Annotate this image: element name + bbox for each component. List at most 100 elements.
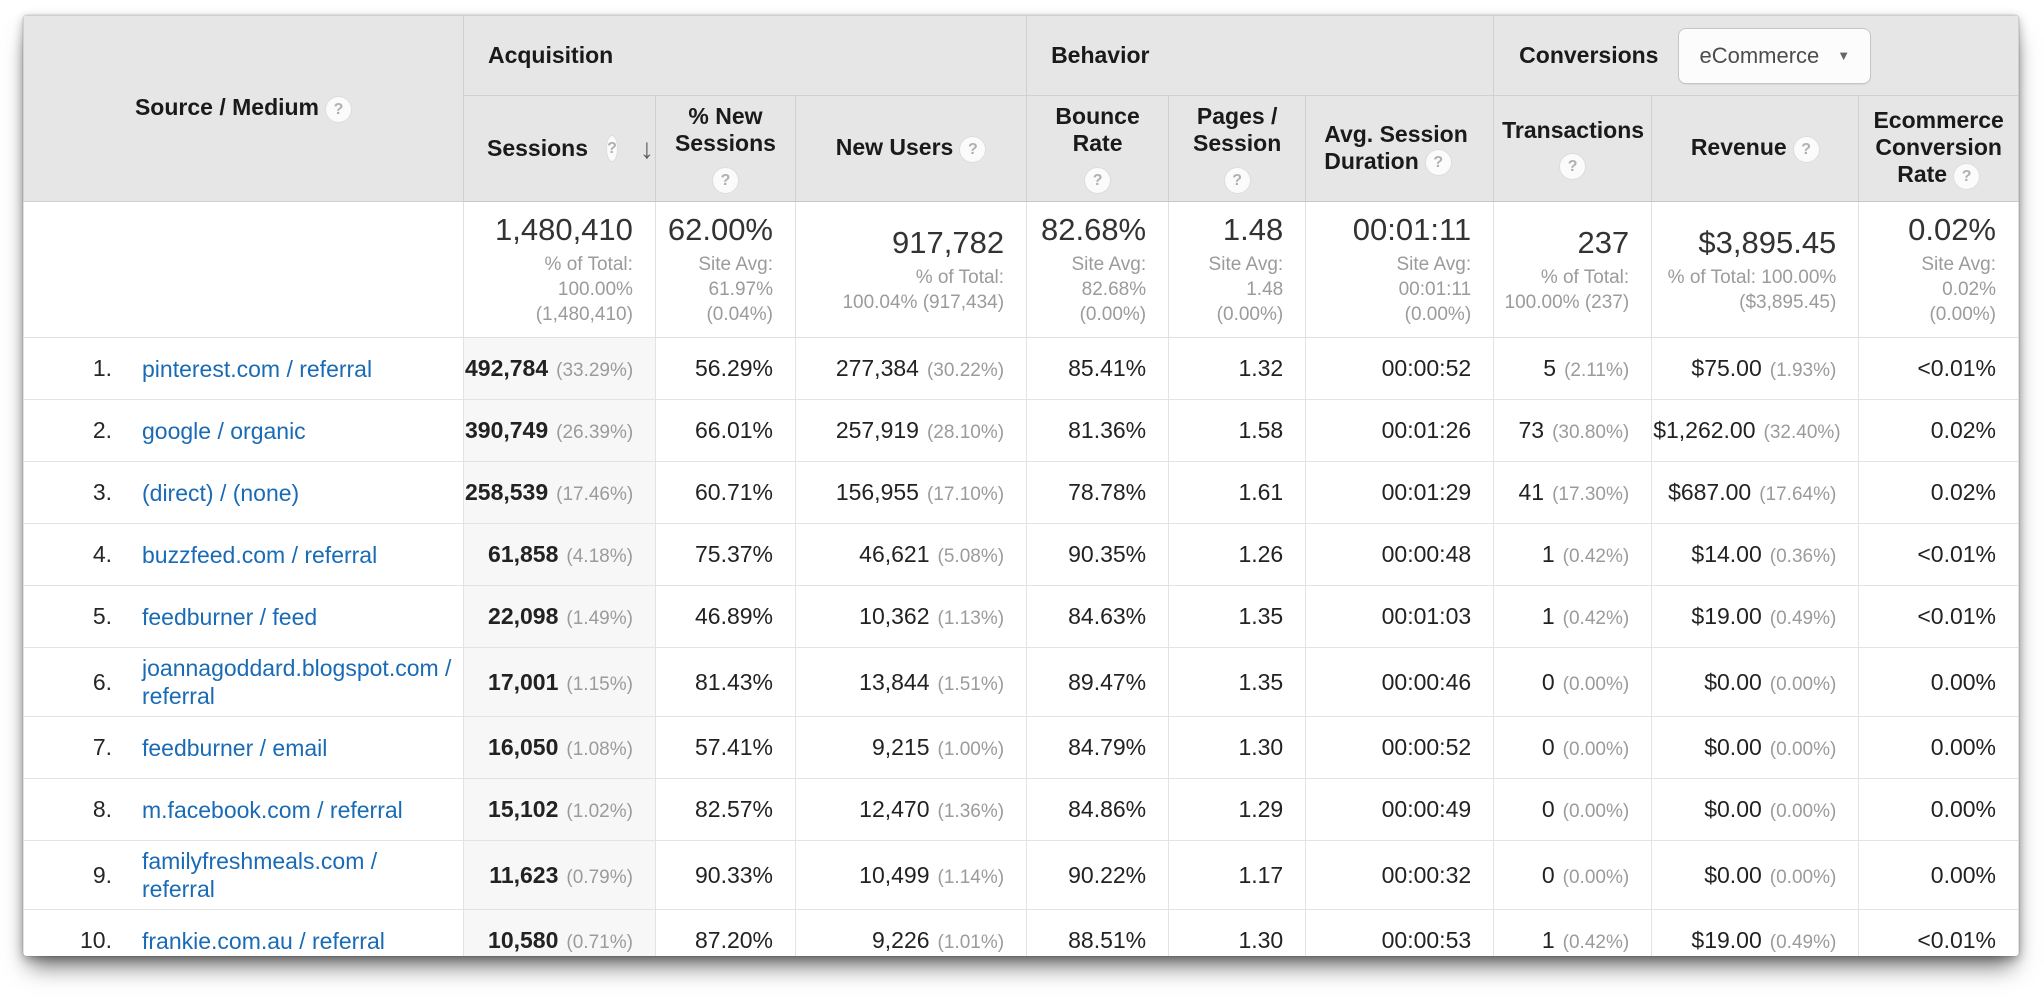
bounce-rate-cell: 84.79% [1026,716,1170,779]
table-row: 5. feedburner / feed 22,098 (1.49%) 46.89… [23,585,2019,648]
column-header-revenue[interactable]: Revenue? [1651,95,1860,202]
source-medium-link[interactable]: buzzfeed.com / referral [142,541,378,568]
table-row: 3. (direct) / (none) 258,539 (17.46%) 60.… [23,461,2019,524]
source-medium-link[interactable]: feedburner / email [142,734,328,761]
transactions-cell: 0 (0.00%) [1493,840,1653,910]
pages-session-cell: 1.30 [1168,716,1307,779]
revenue-cell: $14.00 (0.36%) [1651,523,1860,586]
sessions-cell: 22,098 (1.49%) [462,585,656,648]
help-icon[interactable]: ? [1084,166,1112,194]
row-number: 7. [92,734,112,760]
ecommerce-conversion-rate-cell: <0.01% [1858,523,2019,586]
row-number: 4. [92,541,112,567]
source-medium-link[interactable]: frankie.com.au / referral [142,927,385,954]
conversions-label: Conversions [1519,42,1659,68]
source-medium-link[interactable]: m.facebook.com / referral [142,796,403,823]
avg-session-duration-cell: 00:01:26 [1305,399,1495,462]
column-header-bounce-rate[interactable]: Bounce Rate ? [1026,95,1170,202]
new-users-cell: 10,499 (1.14%) [794,840,1028,910]
group-header-acquisition: Acquisition [462,15,1028,96]
source-medium-cell: 1. pinterest.com / referral [23,337,464,400]
source-medium-link[interactable]: google / organic [142,417,306,444]
ecommerce-conversion-rate-cell: 0.02% [1858,399,2019,462]
table-row: 7. feedburner / email 16,050 (1.08%) 57.4… [23,716,2019,779]
help-icon[interactable]: ? [1792,135,1820,163]
source-medium-link[interactable]: pinterest.com / referral [142,355,373,382]
bounce-rate-cell: 81.36% [1026,399,1170,462]
sessions-cell: 61,858 (4.18%) [462,523,656,586]
sessions-cell: 17,001 (1.15%) [462,647,656,717]
sessions-cell: 10,580 (0.71%) [462,909,656,956]
bounce-rate-cell: 88.51% [1026,909,1170,956]
source-medium-link[interactable]: feedburner / feed [142,603,318,630]
column-header-transactions[interactable]: Transactions ? [1493,95,1653,202]
new-sessions-cell: 60.71% [654,461,797,524]
ecommerce-conversion-rate-cell: <0.01% [1858,909,2019,956]
pages-session-cell: 1.17 [1168,840,1307,910]
totals-pages-session: 1.48 Site Avg: 1.48 (0.00%) [1168,201,1307,338]
totals-avg-session-duration: 00:01:11 Site Avg: 00:01:11 (0.00%) [1305,201,1495,338]
transactions-cell: 1 (0.42%) [1493,523,1653,586]
revenue-cell: $0.00 (0.00%) [1651,840,1860,910]
source-medium-link[interactable]: familyfreshmeals.com / referral [142,848,378,902]
column-header-ecommerce-conversion-rate[interactable]: Ecommerce Conversion Rate? [1858,95,2019,202]
help-icon[interactable]: ? [1953,162,1981,190]
totals-new-sessions: 62.00% Site Avg: 61.97% (0.04%) [654,201,797,338]
new-users-cell: 257,919 (28.10%) [794,399,1028,462]
row-number: 8. [92,796,112,822]
help-icon[interactable]: ? [605,135,618,162]
revenue-cell: $0.00 (0.00%) [1651,647,1860,717]
dropdown-selected-value: eCommerce [1699,42,1820,68]
sessions-cell: 16,050 (1.08%) [462,716,656,779]
bounce-rate-cell: 89.47% [1026,647,1170,717]
totals-transactions: 237% of Total: 100.00% (237) [1493,201,1653,338]
help-icon[interactable]: ? [959,135,987,163]
column-header-new-sessions[interactable]: % New Sessions ? [654,95,797,202]
avg-session-duration-cell: 00:00:48 [1305,523,1495,586]
avg-session-duration-label: Avg. Session Duration [1324,120,1468,174]
row-number: 9. [92,861,112,888]
sessions-cell: 15,102 (1.02%) [462,778,656,841]
bounce-rate-cell: 78.78% [1026,461,1170,524]
source-medium-link[interactable]: (direct) / (none) [142,479,300,506]
transactions-cell: 0 (0.00%) [1493,778,1653,841]
bounce-rate-cell: 85.41% [1026,337,1170,400]
new-users-cell: 12,470 (1.36%) [794,778,1028,841]
avg-session-duration-cell: 00:00:53 [1305,909,1495,956]
revenue-cell: $19.00 (0.49%) [1651,909,1860,956]
row-number: 6. [92,668,112,695]
help-icon[interactable]: ? [1559,153,1587,181]
column-header-pages-session[interactable]: Pages / Session ? [1168,95,1307,202]
transactions-cell: 1 (0.42%) [1493,909,1653,956]
new-sessions-cell: 56.29% [654,337,797,400]
ecommerce-conversion-rate-cell: 0.02% [1858,461,2019,524]
source-medium-cell: 9. familyfreshmeals.com / referral [23,840,464,910]
new-users-cell: 9,226 (1.01%) [794,909,1028,956]
pages-session-cell: 1.58 [1168,399,1307,462]
help-icon[interactable]: ? [1223,166,1251,194]
transactions-cell: 41 (17.30%) [1493,461,1653,524]
help-icon[interactable]: ? [711,166,739,194]
help-icon[interactable]: ? [1424,149,1452,177]
new-sessions-label: % New Sessions [674,103,776,157]
transactions-cell: 0 (0.00%) [1493,647,1653,717]
source-medium-link[interactable]: joannagoddard.blogspot.com / referral [142,655,452,709]
totals-sessions: 1,480,410% of Total: 100.00% (1,480,410) [462,201,656,338]
pages-session-cell: 1.35 [1168,585,1307,648]
source-medium-table: Source / Medium? Acquisition Behavior Co… [23,15,2019,956]
column-header-avg-session-duration[interactable]: Avg. Session Duration? [1305,95,1495,202]
revenue-cell: $0.00 (0.00%) [1651,716,1860,779]
bounce-rate-label: Bounce Rate [1055,103,1140,157]
table-row: 2. google / organic 390,749 (26.39%) 66.0… [23,399,2019,462]
new-sessions-cell: 90.33% [654,840,797,910]
column-header-sessions[interactable]: Sessions? ↓ [462,95,656,202]
ecommerce-conversion-rate-label: Ecommerce Conversion Rate [1873,107,2004,188]
source-medium-cell: 7. feedburner / email [23,716,464,779]
help-icon[interactable]: ? [325,95,353,123]
avg-session-duration-cell: 00:00:46 [1305,647,1495,717]
avg-session-duration-cell: 00:00:52 [1305,716,1495,779]
column-header-new-users[interactable]: New Users? [794,95,1028,202]
pages-session-cell: 1.35 [1168,647,1307,717]
conversions-goal-dropdown[interactable]: eCommerce ▼ [1678,27,1872,84]
column-header-source-medium[interactable]: Source / Medium? [23,15,464,202]
